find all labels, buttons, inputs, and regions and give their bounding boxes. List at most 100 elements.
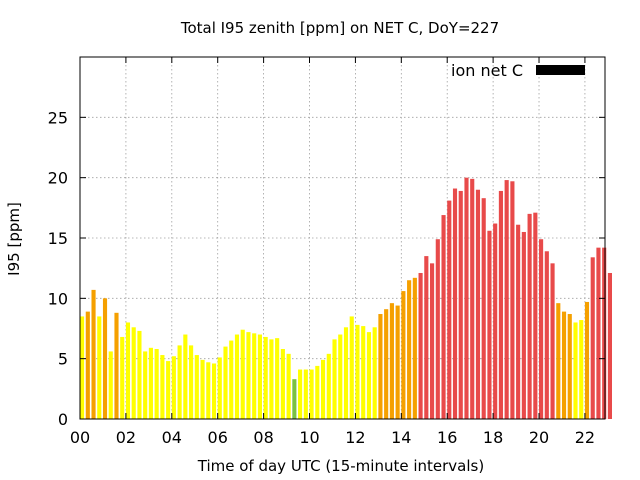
bar [458, 190, 463, 419]
bar [481, 198, 486, 419]
bar [389, 303, 394, 419]
bar [498, 190, 503, 419]
bar [441, 215, 446, 419]
bar [131, 327, 136, 419]
bar [125, 322, 131, 419]
bar [338, 334, 343, 419]
bar [229, 340, 234, 419]
x-axis-label: Time of day UTC (15-minute intervals) [197, 457, 484, 475]
bar [510, 181, 515, 419]
x-tick-label: 00 [70, 428, 90, 447]
bar [470, 178, 475, 419]
y-tick-labels: 0 5 10 15 20 25 [48, 108, 68, 429]
bar [504, 180, 509, 419]
bar [412, 277, 417, 419]
bar [154, 349, 159, 419]
bar [447, 200, 452, 419]
bar [521, 231, 526, 419]
x-tick-label: 18 [483, 428, 503, 447]
bar [217, 357, 222, 419]
bar [114, 312, 119, 419]
bar [298, 369, 303, 419]
bar [252, 333, 257, 419]
bar [91, 289, 96, 419]
bar [189, 345, 194, 419]
x-tick-label: 16 [437, 428, 457, 447]
bar [246, 332, 251, 419]
bar [475, 189, 481, 419]
bar [539, 239, 544, 419]
bar [407, 280, 412, 419]
y-axis-label: I95 [ppm] [5, 202, 23, 276]
x-tick-label: 04 [162, 428, 182, 447]
bar [315, 365, 320, 419]
bar [303, 369, 308, 419]
bar [516, 224, 521, 419]
bar [579, 320, 584, 419]
bar [607, 272, 612, 419]
bar [544, 251, 549, 419]
bar [183, 334, 188, 419]
y-tick-label: 15 [48, 229, 68, 248]
bar [361, 326, 366, 419]
legend: ion net C [451, 61, 585, 80]
bar [171, 356, 176, 419]
bar [97, 316, 102, 419]
bar [355, 324, 360, 419]
bar [556, 303, 561, 419]
chart-title: Total I95 zenith [ppm] on NET C, DoY=227 [180, 19, 499, 37]
bar [452, 188, 458, 419]
bar [257, 334, 262, 419]
bar [309, 369, 314, 419]
bar [366, 332, 372, 419]
bar [292, 379, 297, 419]
grid-lines [80, 57, 605, 419]
x-tick-label: 12 [345, 428, 365, 447]
bar [435, 239, 440, 419]
x-tick-label: 06 [208, 428, 228, 447]
bar [102, 298, 108, 419]
x-tick-labels: 00 02 04 06 08 10 12 14 16 18 20 22 [70, 428, 595, 447]
bar [378, 314, 383, 419]
bar [263, 336, 268, 419]
bar [349, 316, 354, 419]
bar [280, 349, 285, 419]
bar [194, 355, 199, 419]
bar [493, 223, 498, 419]
bar [332, 339, 337, 419]
x-tick-label: 20 [529, 428, 549, 447]
bar [401, 291, 406, 419]
axes [79, 56, 606, 420]
bar [269, 339, 274, 419]
bar [166, 361, 171, 419]
bar [275, 338, 280, 419]
bars [80, 177, 612, 419]
bar [200, 359, 205, 419]
bar [550, 263, 555, 419]
bar [533, 212, 538, 419]
bar [602, 247, 607, 419]
bar [372, 327, 377, 419]
legend-label: ion net C [451, 61, 523, 80]
x-tick-label: 22 [575, 428, 595, 447]
bar [561, 311, 567, 419]
plot-frame [79, 56, 606, 420]
y-tick-label: 10 [48, 289, 68, 308]
bar [395, 305, 400, 419]
bar [211, 363, 217, 419]
bar [320, 359, 326, 419]
bar [108, 351, 113, 419]
legend-swatch [536, 65, 585, 75]
y-tick-label: 20 [48, 169, 68, 188]
bar [464, 177, 469, 419]
bar [567, 314, 572, 419]
bar [143, 351, 148, 419]
x-tick-label: 14 [391, 428, 411, 447]
bar [148, 347, 153, 419]
x-tick-label: 10 [299, 428, 319, 447]
bar [177, 345, 182, 419]
bar [527, 213, 532, 419]
bar [223, 346, 228, 419]
y-tick-label: 5 [58, 350, 68, 369]
